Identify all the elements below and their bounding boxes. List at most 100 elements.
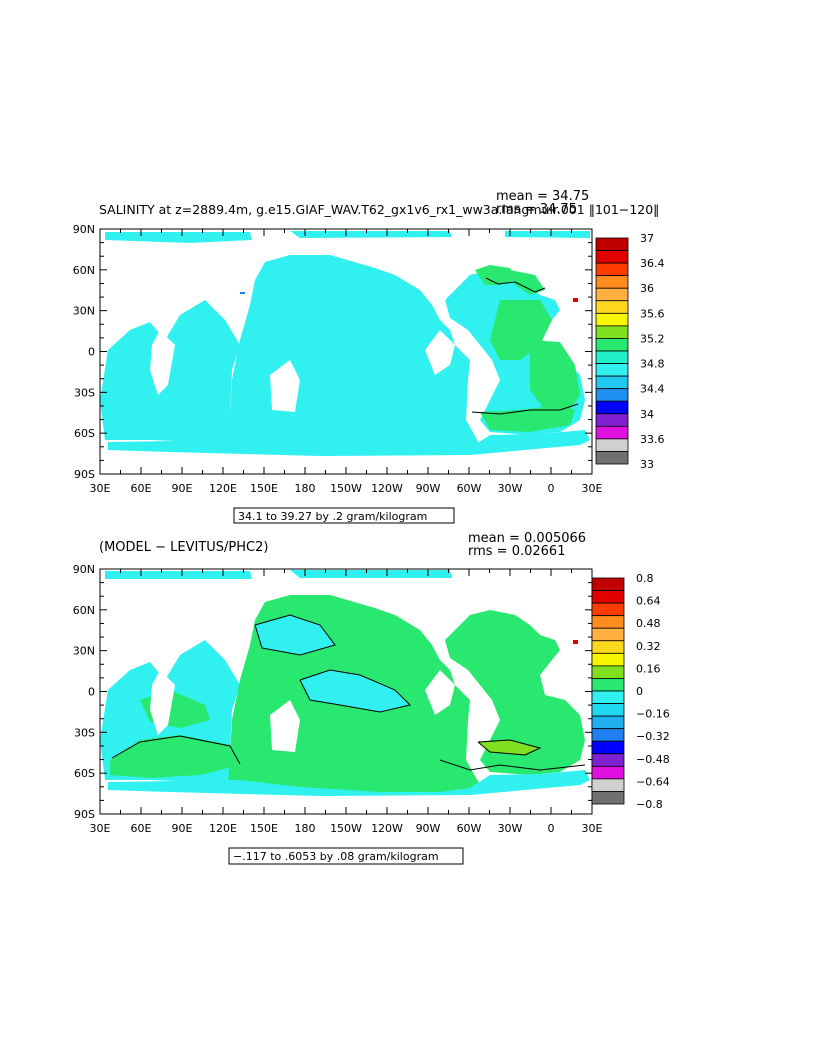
colorbar-swatch — [591, 703, 625, 717]
colorbar-swatch — [595, 413, 629, 427]
contour-line — [485, 277, 546, 293]
contour-line — [477, 739, 542, 756]
ocean-arctic — [290, 570, 452, 578]
salinity-panel: SALINITY at z=2889.4m, g.e15.GIAF_WAV.T6… — [73, 189, 665, 524]
y-tick-label: 90N — [73, 563, 95, 576]
colorbar-swatch — [591, 791, 625, 805]
contour-line — [254, 614, 336, 656]
colorbar-swatch — [595, 250, 629, 264]
x-tick-label: 120E — [209, 482, 237, 495]
colorbar-swatch — [591, 715, 625, 730]
difference-map — [100, 570, 590, 796]
colorbar-label: 34.8 — [640, 358, 665, 371]
colorbar-label: 0.64 — [636, 595, 661, 608]
x-tick-label: 0 — [548, 822, 555, 835]
x-tick-label: 0 — [548, 482, 555, 495]
x-tick-label: 30E — [582, 822, 603, 835]
y-tick-label: 0 — [88, 686, 95, 699]
diff-negative-patch — [300, 670, 410, 712]
colorbar-label: 0 — [636, 685, 643, 698]
colorbar-swatch — [591, 627, 625, 642]
ocean-arctic — [105, 232, 252, 243]
panel2-rms: rms = 0.02661 — [468, 544, 565, 559]
y-tick-label: 90N — [73, 223, 95, 236]
colorbar-swatch — [595, 425, 629, 440]
panel1-rms: rms = 34.75 — [496, 202, 577, 217]
x-tick-label: 60W — [457, 822, 482, 835]
contour-line — [111, 735, 241, 765]
x-tick-label: 30E — [90, 822, 111, 835]
colorbar-swatch — [591, 615, 625, 629]
colorbar-label: −0.32 — [636, 730, 670, 743]
y-tick-label: 30N — [73, 645, 95, 658]
colorbar-label: 36 — [640, 282, 654, 295]
colorbar-swatch — [595, 438, 629, 452]
diff-positive-patch — [110, 735, 240, 778]
y-tick-label: 0 — [88, 346, 95, 359]
x-tick-label: 150W — [330, 482, 362, 495]
x-tick-label: 60E — [131, 822, 152, 835]
diff-positive-patch — [478, 740, 540, 755]
colorbar-swatch — [591, 590, 625, 604]
x-tick-label: 60E — [131, 482, 152, 495]
colorbar-swatch — [591, 652, 625, 667]
colorbar-label: 0.8 — [636, 572, 654, 585]
panel2-y-ticks: 90N 60N 30N 0 30S 60S 90S — [73, 563, 592, 821]
panel2-range-box — [228, 847, 464, 865]
salinity-high-patch — [480, 405, 575, 432]
colorbar-label: 37 — [640, 232, 654, 245]
colorbar-swatch — [595, 287, 629, 302]
colorbar-swatch — [595, 451, 629, 465]
colorbar-swatch — [591, 753, 625, 767]
colorbar-swatch — [595, 388, 629, 402]
land-mass — [425, 670, 455, 715]
colorbar-swatch — [595, 375, 629, 390]
y-tick-label: 60N — [73, 264, 95, 277]
colorbar-swatch — [595, 338, 629, 352]
difference-panel: (MODEL − LEVITUS/PHC2) mean = 0.005066 r… — [73, 531, 670, 865]
ocean-arctic — [105, 571, 252, 579]
x-tick-label: 30E — [582, 482, 603, 495]
land-mass — [270, 360, 300, 412]
colorbar-swatch — [595, 363, 629, 377]
colorbar-label: −0.64 — [636, 775, 670, 788]
panel1-title: SALINITY at z=2889.4m, g.e15.GIAF_WAV.T6… — [99, 202, 659, 217]
panel2-title: (MODEL − LEVITUS/PHC2) — [99, 540, 268, 555]
panel1-y-ticks: 90N 60N 30N 0 30S 60S 90S — [73, 223, 592, 481]
land-mass — [270, 700, 300, 752]
colorbar-swatch — [591, 602, 625, 617]
colorbar-label: −0.16 — [636, 708, 670, 721]
colorbar-swatch — [595, 275, 629, 289]
x-tick-label: 30E — [90, 482, 111, 495]
x-tick-label: 180 — [295, 482, 316, 495]
y-tick-label: 60S — [74, 767, 95, 780]
colorbar-swatch — [591, 665, 625, 679]
colorbar-label: 0.48 — [636, 617, 661, 630]
colorbar-swatch — [595, 300, 629, 314]
x-tick-label: 90W — [416, 482, 441, 495]
land-mass — [425, 330, 455, 375]
x-tick-label: 30W — [498, 482, 523, 495]
red-dot — [573, 640, 578, 644]
y-tick-label: 30S — [74, 386, 95, 399]
x-tick-label: 90E — [172, 482, 193, 495]
salinity-high-patch — [510, 270, 545, 295]
y-tick-label: 90S — [74, 468, 95, 481]
colorbar-swatch — [591, 577, 625, 591]
ocean-arctic — [505, 231, 590, 238]
contour-line — [299, 669, 411, 713]
colorbar-label: 35.2 — [640, 332, 665, 345]
y-tick-label: 30S — [74, 726, 95, 739]
colorbar-label: −0.8 — [636, 798, 663, 811]
salinity-high-patch — [475, 265, 515, 285]
colorbar-swatch — [595, 312, 629, 327]
colorbar-label: 34.4 — [640, 383, 665, 396]
colorbar-swatch — [591, 640, 625, 654]
colorbar-swatch — [591, 778, 625, 792]
x-tick-label: 30W — [498, 822, 523, 835]
land-mass — [150, 330, 175, 395]
contour-line — [439, 759, 586, 771]
x-tick-label: 150E — [250, 822, 278, 835]
panel1-colorbar: 37 36.4 36 35.6 35.2 34.8 34.4 34 33.6 33 — [595, 232, 665, 471]
